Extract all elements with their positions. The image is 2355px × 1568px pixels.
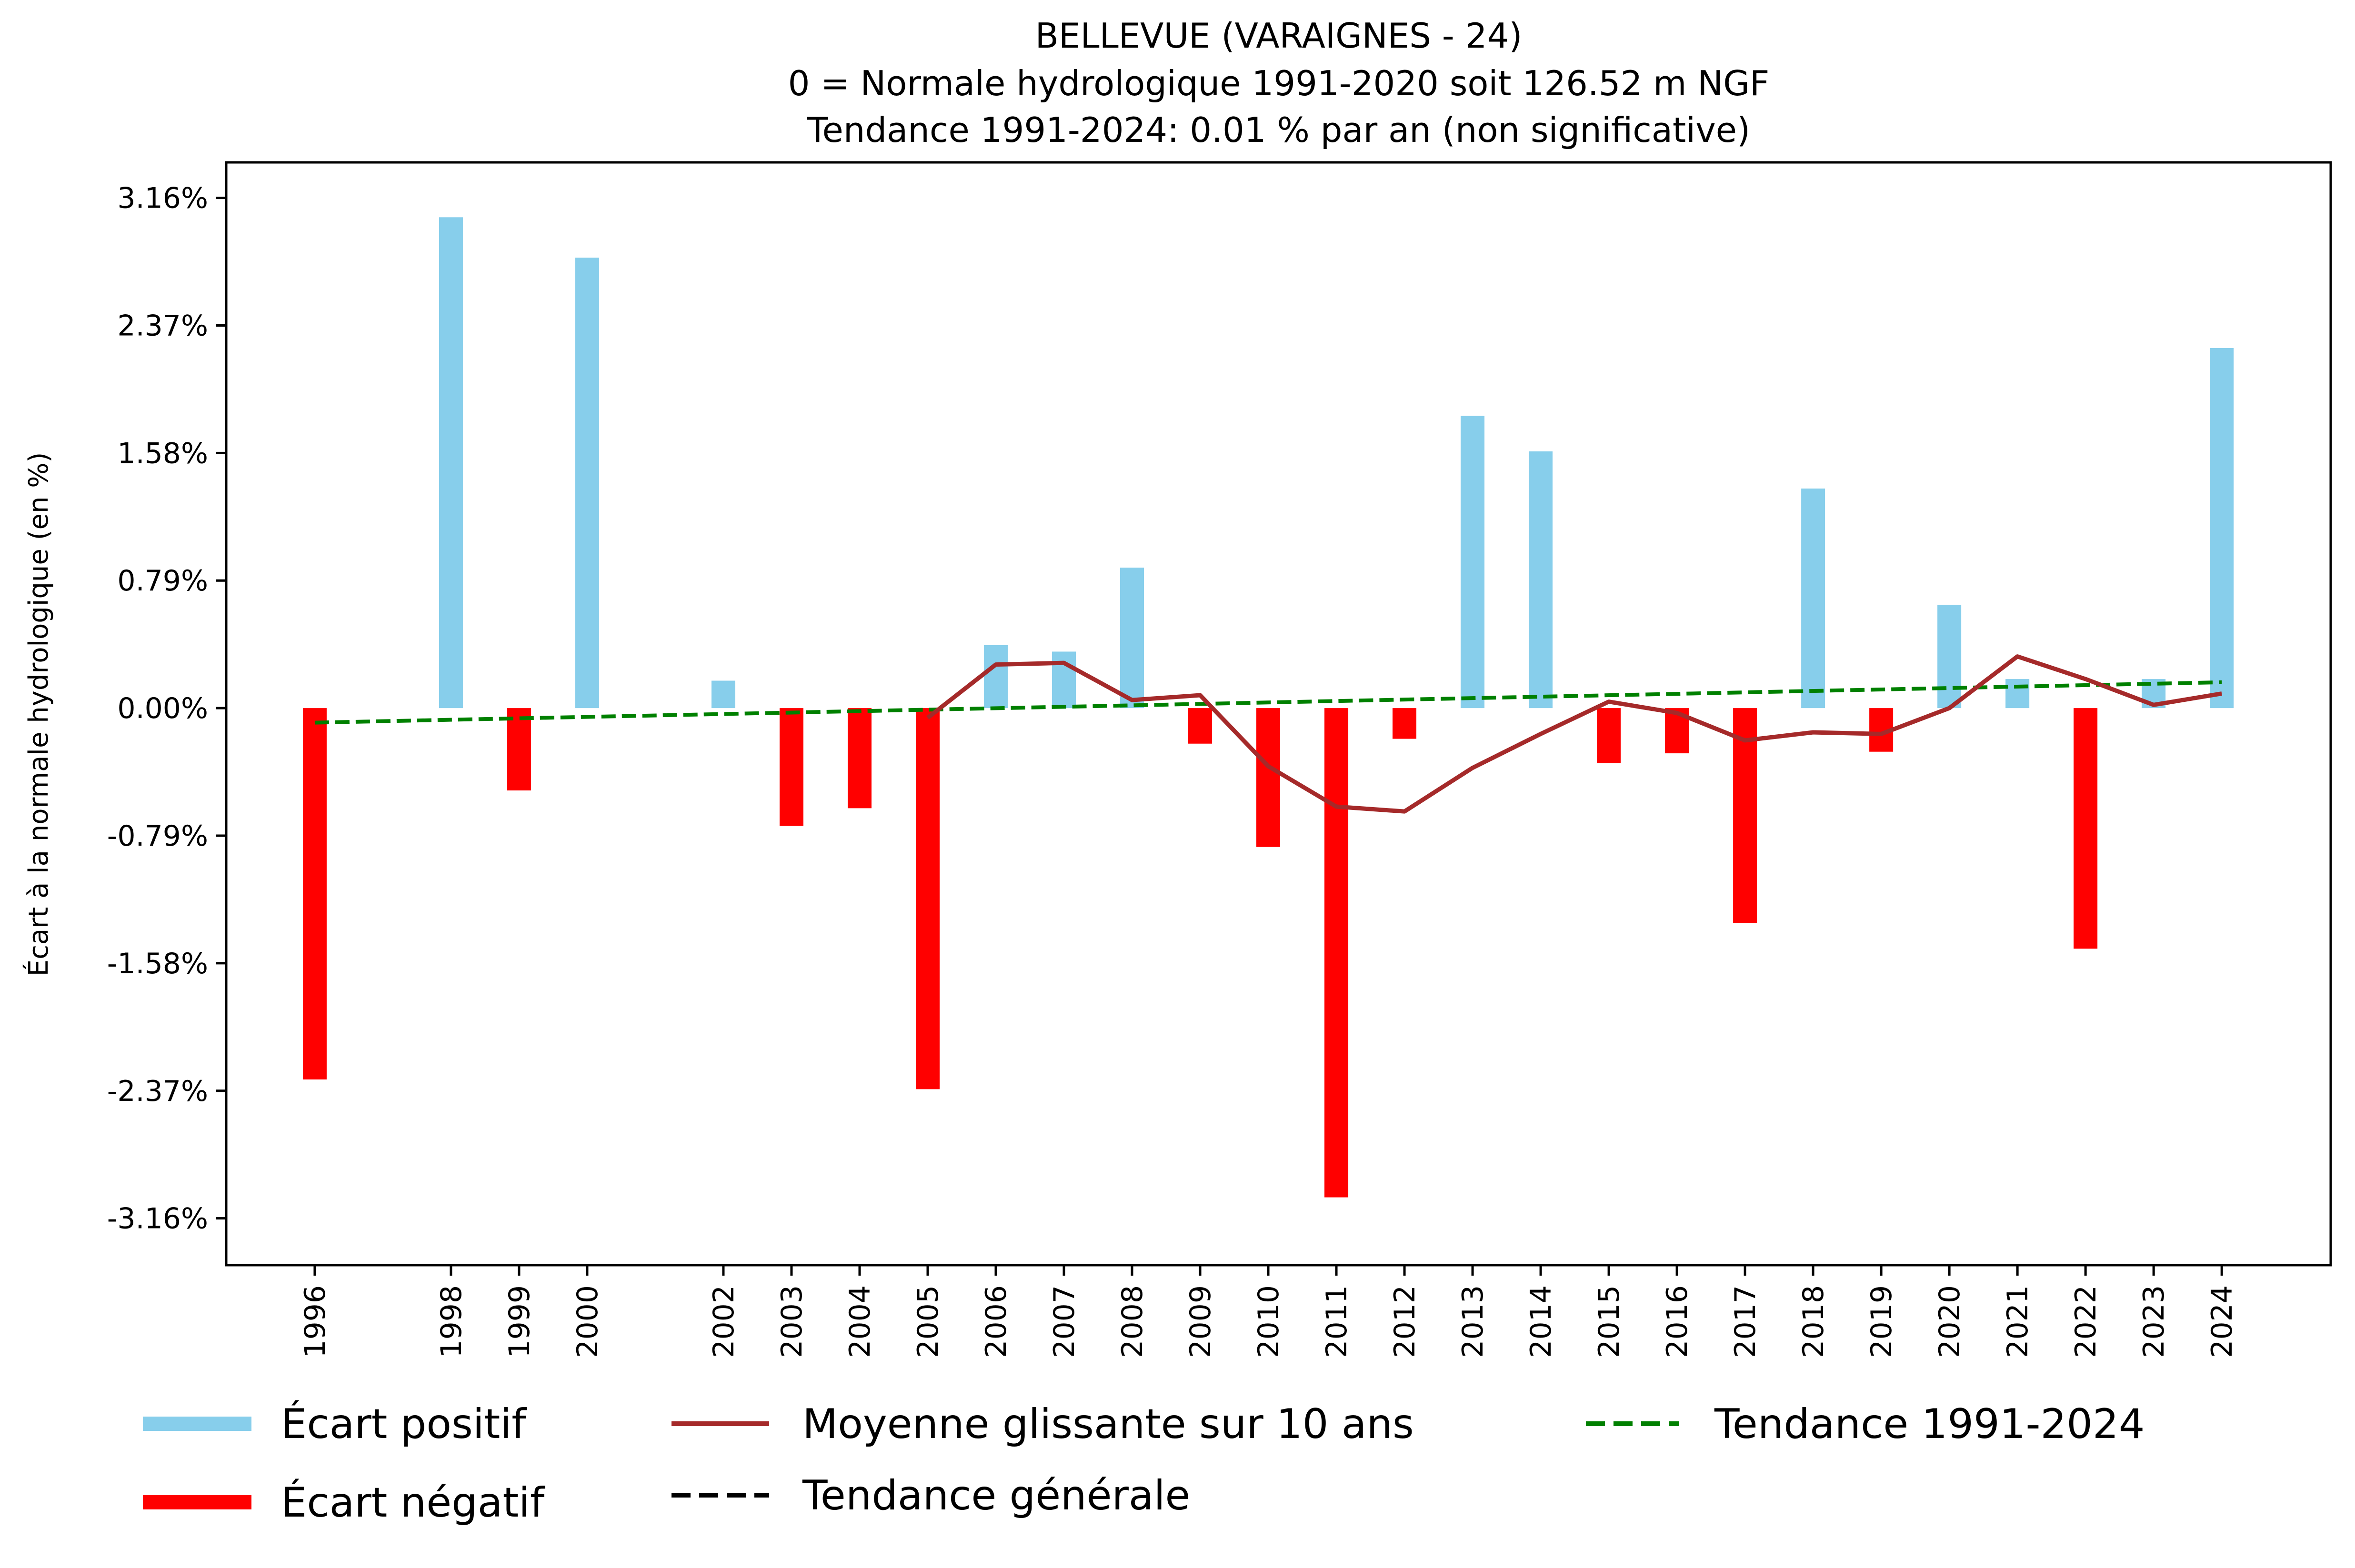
bar-2010 bbox=[1256, 708, 1281, 847]
x-tick-label: 2012 bbox=[1388, 1285, 1422, 1358]
bar-2022 bbox=[2074, 708, 2098, 949]
x-tick-label: 2016 bbox=[1661, 1285, 1694, 1358]
bar-2000 bbox=[575, 258, 599, 709]
legend-item-positive: Écart positif bbox=[143, 1400, 527, 1448]
y-tick-label: 0.00% bbox=[117, 692, 208, 725]
x-tick-label: 2003 bbox=[775, 1285, 809, 1358]
x-tick-label: 2010 bbox=[1252, 1285, 1285, 1358]
y-tick-label: -0.79% bbox=[107, 819, 208, 853]
bar-1996 bbox=[302, 708, 327, 1080]
x-tick-label: 2002 bbox=[707, 1285, 741, 1358]
x-tick-label: 2017 bbox=[1729, 1285, 1762, 1358]
legend-item-general-trend: Tendance générale bbox=[671, 1472, 1190, 1519]
bar-1999 bbox=[507, 708, 531, 791]
x-tick-label: 2008 bbox=[1116, 1285, 1149, 1358]
plot-area bbox=[302, 217, 2234, 1198]
x-tick-label: 2020 bbox=[1933, 1285, 1966, 1358]
chart-title: BELLEVUE (VARAIGNES - 24) bbox=[1035, 16, 1523, 56]
bar-2021 bbox=[2005, 679, 2030, 709]
bar-2014 bbox=[1529, 451, 1553, 709]
x-tick-label: 2000 bbox=[571, 1285, 604, 1358]
x-tick-label: 2014 bbox=[1524, 1285, 1558, 1358]
legend-item-moving-average: Moyenne glissante sur 10 ans bbox=[671, 1400, 1414, 1448]
y-tick-label: 1.58% bbox=[117, 437, 208, 470]
trend-line-1991-2024 bbox=[314, 680, 2222, 725]
x-axis: 1996 1998 1999 2000 2002 2003 2004 2005 2006 2007… bbox=[299, 1265, 2239, 1358]
chart-subtitle-trend: Tendance 1991-2024: 0.01 % par an (non s… bbox=[807, 110, 1750, 150]
x-tick-label: 2019 bbox=[1865, 1285, 1898, 1358]
x-tick-label: 2015 bbox=[1593, 1285, 1626, 1358]
legend-item-negative: Écart négatif bbox=[143, 1478, 545, 1527]
bar-2009 bbox=[1188, 708, 1213, 744]
y-tick-label: 3.16% bbox=[117, 182, 208, 215]
legend-label-positive: Écart positif bbox=[281, 1400, 527, 1448]
bar-2017 bbox=[1733, 708, 1757, 923]
x-tick-label: 2013 bbox=[1456, 1285, 1490, 1358]
x-tick-label: 2009 bbox=[1184, 1285, 1217, 1358]
bar-2020 bbox=[1937, 605, 1962, 709]
x-tick-label: 2024 bbox=[2205, 1285, 2239, 1358]
bar-2015 bbox=[1597, 708, 1621, 763]
x-tick-label: 2005 bbox=[912, 1285, 945, 1358]
y-tick-label: -3.16% bbox=[107, 1202, 208, 1236]
x-tick-label: 2007 bbox=[1048, 1285, 1081, 1358]
bar-2003 bbox=[779, 708, 803, 826]
bar-2018 bbox=[1801, 488, 1825, 709]
y-axis: 3.16% 2.37% 1.58% 0.79% 0.00% -0.79% -1.58% -2.… bbox=[107, 182, 226, 1236]
bar-2011 bbox=[1324, 708, 1349, 1198]
bar-2004 bbox=[847, 708, 872, 809]
x-tick-label: 2006 bbox=[980, 1285, 1013, 1358]
bar-2002 bbox=[711, 680, 735, 709]
y-tick-label: -1.58% bbox=[107, 947, 208, 980]
x-tick-label: 1996 bbox=[299, 1285, 332, 1358]
x-tick-label: 2011 bbox=[1320, 1285, 1353, 1358]
y-tick-label: 2.37% bbox=[117, 309, 208, 342]
x-tick-label: 2021 bbox=[2001, 1285, 2034, 1358]
bar-2005 bbox=[916, 708, 940, 1089]
legend-item-period-trend: Tendance 1991-2024 bbox=[1586, 1400, 2145, 1448]
plot-frame bbox=[225, 161, 2332, 1267]
legend-label-general-trend: Tendance générale bbox=[802, 1472, 1190, 1519]
legend-label-negative: Écart négatif bbox=[281, 1478, 545, 1527]
bar-2006 bbox=[984, 645, 1008, 709]
legend-label-period-trend: Tendance 1991-2024 bbox=[1714, 1400, 2145, 1448]
y-axis-label: Écart à la normale hydrologique (en %) bbox=[23, 452, 54, 977]
x-tick-label: 2004 bbox=[843, 1285, 877, 1358]
x-tick-label: 2022 bbox=[2069, 1285, 2103, 1358]
bar-1998 bbox=[439, 217, 463, 709]
bar-2007 bbox=[1052, 651, 1076, 709]
chart-subtitle-normal: 0 = Normale hydrologique 1991-2020 soit … bbox=[788, 63, 1770, 103]
legend: Écart positif Écart négatif Moyenne glis… bbox=[143, 1400, 2145, 1527]
x-tick-label: 2018 bbox=[1797, 1285, 1830, 1358]
moving-average-line bbox=[926, 654, 2222, 814]
x-tick-label: 1999 bbox=[503, 1285, 536, 1358]
legend-label-moving-average: Moyenne glissante sur 10 ans bbox=[802, 1400, 1414, 1448]
x-tick-label: 2023 bbox=[2137, 1285, 2171, 1358]
x-tick-label: 1998 bbox=[435, 1285, 468, 1358]
y-tick-label: -2.37% bbox=[107, 1075, 208, 1108]
bar-2012 bbox=[1393, 708, 1417, 739]
bar-2013 bbox=[1461, 416, 1485, 709]
y-tick-label: 0.79% bbox=[117, 564, 208, 598]
bar-2024 bbox=[2210, 348, 2234, 709]
bar-2008 bbox=[1120, 568, 1144, 709]
